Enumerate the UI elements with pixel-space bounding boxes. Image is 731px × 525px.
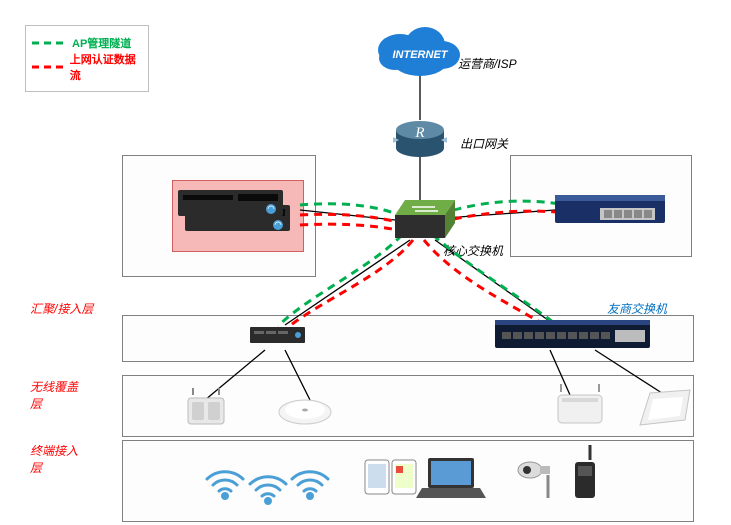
legend-tunnel-label: AP管理隧道 bbox=[72, 35, 131, 51]
layer-wireless-label: 无线覆盖 层 bbox=[30, 378, 78, 412]
internet-cloud: INTERNET bbox=[378, 27, 460, 76]
layer-access-label: 汇聚/接入层 bbox=[30, 300, 93, 317]
layer-terminal-label: 终端接入 层 bbox=[30, 442, 78, 476]
wireless-container bbox=[122, 375, 694, 437]
svg-text:INTERNET: INTERNET bbox=[393, 49, 449, 61]
gateway-label: 出口网关 bbox=[460, 135, 508, 152]
router-icon: R bbox=[393, 121, 447, 157]
youshang-container bbox=[510, 155, 692, 257]
core-switch-label: 核心交换机 bbox=[443, 242, 503, 259]
svg-text:R: R bbox=[414, 125, 424, 141]
core-switch-icon bbox=[395, 200, 455, 238]
legend-auth-label: 上网认证数据流 bbox=[70, 51, 142, 83]
legend: AP管理隧道 上网认证数据流 bbox=[25, 25, 149, 92]
legend-auth: 上网认证数据流 bbox=[32, 55, 142, 79]
isp-label: 运营商/ISP bbox=[458, 55, 517, 72]
terminal-container bbox=[122, 440, 694, 522]
xinrui-ac-highlight bbox=[172, 180, 304, 252]
access-container bbox=[122, 315, 694, 362]
